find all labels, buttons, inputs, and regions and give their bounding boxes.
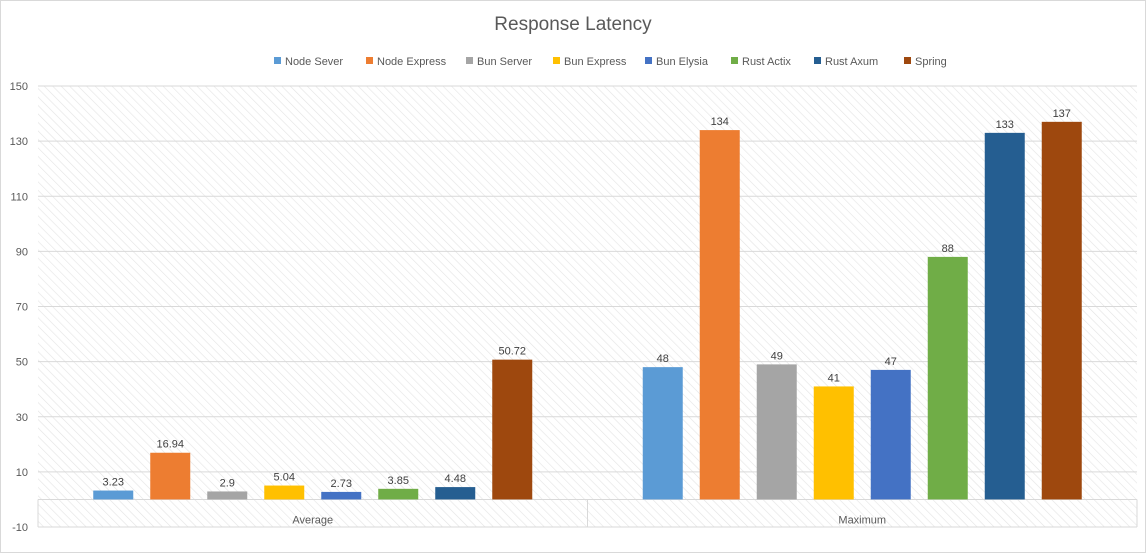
y-tick-label: 50: [16, 357, 28, 369]
x-category-label: Maximum: [838, 514, 886, 526]
data-label: 88: [942, 243, 954, 255]
legend-entry: Rust Actix: [742, 56, 791, 68]
legend-swatch: [553, 57, 560, 64]
x-category-label: Average: [292, 514, 333, 526]
y-tick-label: 110: [10, 191, 28, 203]
legend-entry: Bun Server: [477, 56, 532, 68]
bar: [870, 369, 911, 500]
legend-swatch: [366, 57, 373, 64]
legend-swatch: [466, 57, 473, 64]
y-tick-label: 130: [10, 136, 28, 148]
data-label: 16.94: [156, 439, 184, 451]
data-label: 5.04: [274, 472, 295, 484]
bar: [264, 485, 305, 500]
bar: [984, 132, 1025, 500]
y-tick-label: 10: [16, 467, 28, 479]
legend-swatch: [645, 57, 652, 64]
legend-swatch: [814, 57, 821, 64]
data-label: 47: [885, 356, 897, 368]
legend-swatch: [274, 57, 281, 64]
bar: [435, 487, 476, 500]
data-label: 50.72: [498, 346, 526, 358]
y-tick-label: 90: [16, 246, 28, 258]
bar: [927, 256, 968, 500]
bar: [1041, 121, 1082, 500]
bar: [378, 488, 419, 500]
bar: [321, 491, 362, 500]
y-tick-label: -10: [12, 522, 28, 534]
data-label: 4.48: [445, 473, 466, 485]
legend-swatch: [904, 57, 911, 64]
y-tick-label: 150: [10, 81, 28, 93]
data-label: 137: [1053, 108, 1071, 120]
legend-entry: Spring: [915, 56, 947, 68]
y-tick-label: 30: [16, 412, 28, 424]
legend: Node Sever Node Express Bun Server Bun Expr…: [274, 56, 947, 68]
legend-entry: Node Sever: [285, 56, 343, 68]
data-label: 3.85: [388, 475, 409, 487]
chart-title: Response Latency: [494, 14, 652, 35]
bar: [756, 364, 797, 500]
data-label: 3.23: [103, 477, 124, 489]
plot-area: -10 10 30 50 70 90 110 130 150 3.23 16.94 2.9 5.04 2.…: [10, 81, 1138, 534]
bar: [93, 490, 134, 500]
bar: [207, 491, 248, 500]
bar: [492, 359, 533, 500]
y-tick-label: 70: [16, 302, 28, 314]
legend-entry: Bun Express: [564, 56, 627, 68]
data-label: 134: [711, 116, 729, 128]
bar: [699, 130, 740, 500]
bar: [642, 367, 683, 500]
bar: [813, 386, 854, 500]
data-label: 49: [771, 350, 783, 362]
data-label: 133: [996, 119, 1014, 131]
legend-entry: Rust Axum: [825, 56, 878, 68]
legend-entry: Node Express: [377, 56, 447, 68]
data-label: 48: [657, 353, 669, 365]
legend-entry: Bun Elysia: [656, 56, 709, 68]
data-label: 41: [828, 372, 840, 384]
bar: [150, 452, 191, 500]
data-label: 2.9: [220, 477, 235, 489]
legend-swatch: [731, 57, 738, 64]
data-label: 2.73: [331, 478, 352, 490]
